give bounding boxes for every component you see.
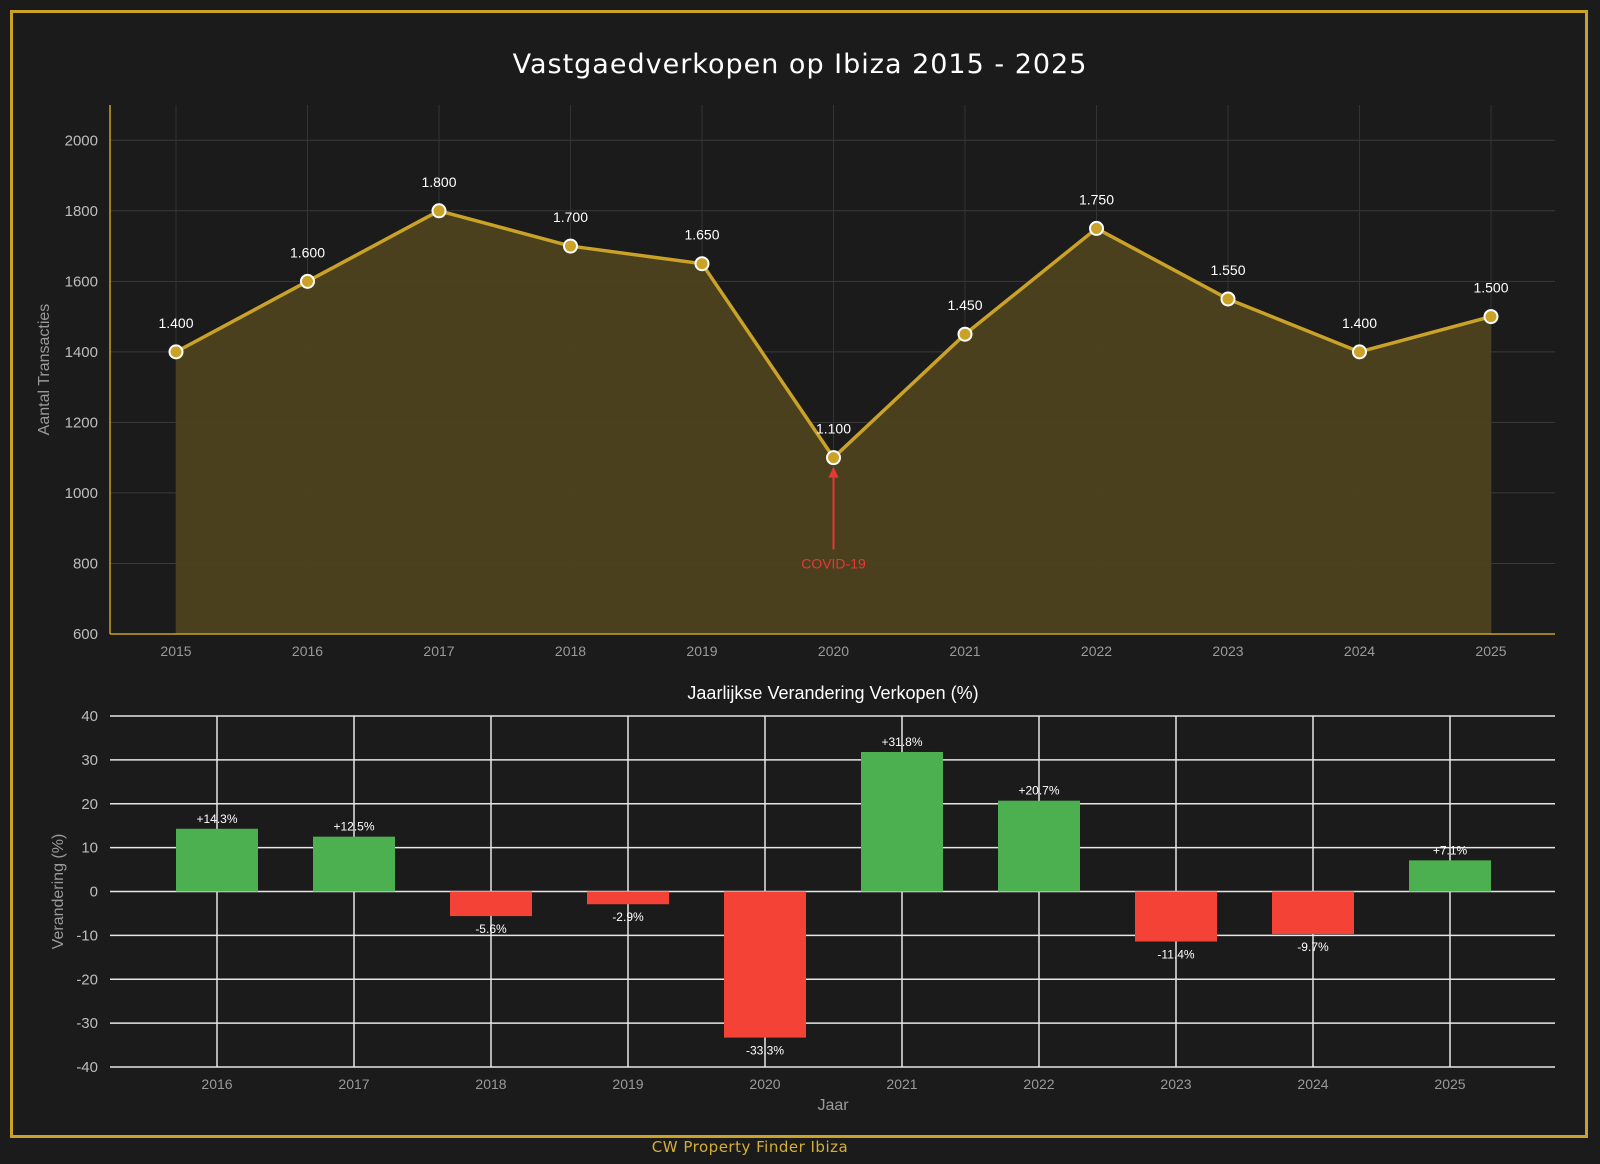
y-tick-label: 2000 (65, 132, 98, 149)
x-tick-label: 2019 (686, 643, 717, 659)
x-tick-label: 2017 (338, 1076, 369, 1092)
y-axis-title: Verandering (%) (50, 834, 67, 950)
data-label: 1.550 (1210, 262, 1245, 278)
bar-value-label: -33.3% (746, 1044, 784, 1058)
data-label: 1.650 (684, 227, 719, 243)
annotation-arrow-head (828, 466, 839, 478)
bar-value-label: +31.8% (881, 735, 922, 749)
data-point (563, 238, 578, 254)
data-point (1352, 344, 1367, 360)
main-chart-title: Vastgaedverkopen op Ibiza 2015 - 2025 (513, 49, 1088, 80)
bar-chart: +14.3% +12.5% -5.6% -2.9% -33.3% +31.8% +20.7%… (50, 708, 1555, 1114)
y-tick-label: 1800 (65, 203, 98, 220)
x-tick-label: 2025 (1475, 643, 1506, 659)
data-point (168, 344, 184, 360)
bar (724, 891, 806, 1038)
bar-value-label: -9.7% (1297, 940, 1329, 954)
x-tick-label: 2022 (1023, 1076, 1054, 1092)
x-tick-label: 2015 (160, 643, 191, 659)
data-point (826, 450, 841, 466)
x-tick-label: 2021 (886, 1076, 917, 1092)
y-tick-label: 1400 (65, 344, 98, 361)
x-tick-label: 2019 (612, 1076, 643, 1092)
y-tick-label: 600 (73, 626, 98, 643)
x-tick-label: 2016 (201, 1076, 232, 1092)
x-tick-label: 2024 (1344, 643, 1375, 659)
chart-frame (10, 10, 1588, 1138)
y-tick-label: -20 (76, 971, 98, 988)
data-label: 1.500 (1473, 280, 1508, 296)
bar (861, 751, 943, 892)
data-label: 1.750 (1079, 191, 1114, 207)
y-tick-label: 20 (81, 796, 98, 813)
bar-value-label: -5.6% (475, 922, 507, 936)
y-tick-label: -10 (76, 927, 98, 944)
data-point (300, 273, 315, 289)
bar (450, 891, 532, 917)
data-label: 1.600 (290, 244, 325, 260)
bar-chart-title: Jaarlijkse Verandering Verkopen (%) (687, 683, 978, 703)
x-tick-label: 2023 (1160, 1076, 1191, 1092)
data-point (431, 203, 447, 219)
x-tick-label: 2020 (749, 1076, 780, 1092)
data-label: 1.700 (553, 209, 588, 225)
y-tick-label: 40 (81, 708, 98, 725)
bar-value-label: +20.7% (1018, 784, 1059, 798)
bar-value-label: +14.3% (196, 812, 237, 826)
area-fill (176, 210, 1491, 635)
bar (1272, 891, 1354, 935)
x-tick-label: 2018 (555, 643, 586, 659)
data-label: 1.800 (421, 174, 456, 190)
data-point (1220, 291, 1236, 307)
line-chart: COVID-19 1.400 1.600 1.800 1.700 1.650 1.100 1.… (36, 105, 1555, 659)
data-point (1089, 220, 1104, 236)
y-tick-label: 10 (81, 840, 98, 857)
y-tick-label: 1000 (65, 485, 98, 502)
annotation-label: COVID-19 (801, 555, 866, 571)
bar (1409, 860, 1491, 892)
x-tick-label: 2018 (475, 1076, 506, 1092)
data-label: 1.450 (947, 297, 982, 313)
bar (1135, 891, 1217, 942)
x-tick-label: 2021 (949, 643, 980, 659)
data-point (957, 326, 973, 342)
y-tick-label: 30 (81, 752, 98, 769)
bar-value-label: +12.5% (333, 820, 374, 834)
x-tick-label: 2017 (423, 643, 454, 659)
y-tick-label: 1600 (65, 273, 98, 290)
x-tick-label: 2020 (818, 643, 849, 659)
y-tick-label: 800 (73, 555, 98, 572)
y-tick-label: 1200 (65, 414, 98, 431)
y-tick-label: -40 (76, 1059, 98, 1076)
x-tick-label: 2022 (1081, 643, 1112, 659)
data-point (1483, 309, 1499, 325)
data-label: 1.400 (158, 315, 193, 331)
bar-value-label: -11.4% (1157, 948, 1194, 962)
bar (587, 891, 669, 905)
x-axis-title: Jaar (817, 1097, 849, 1114)
x-tick-label: 2023 (1212, 643, 1243, 659)
y-tick-label: -30 (76, 1015, 98, 1032)
x-tick-label: 2024 (1297, 1076, 1328, 1092)
footer-brand: CW Property Finder Ibiza (651, 1138, 849, 1156)
bar (313, 836, 395, 892)
x-tick-label: 2016 (292, 643, 323, 659)
y-axis-title: Aantal Transacties (36, 304, 53, 436)
x-tick-label: 2025 (1434, 1076, 1465, 1092)
data-label: 1.100 (816, 421, 851, 437)
y-tick-label: 0 (90, 884, 98, 901)
bar-value-label: -2.9% (612, 910, 644, 924)
data-point (694, 256, 710, 272)
bar (176, 828, 258, 892)
bar-value-label: +7.1% (1433, 843, 1468, 857)
data-label: 1.400 (1342, 315, 1377, 331)
bar (998, 800, 1080, 892)
